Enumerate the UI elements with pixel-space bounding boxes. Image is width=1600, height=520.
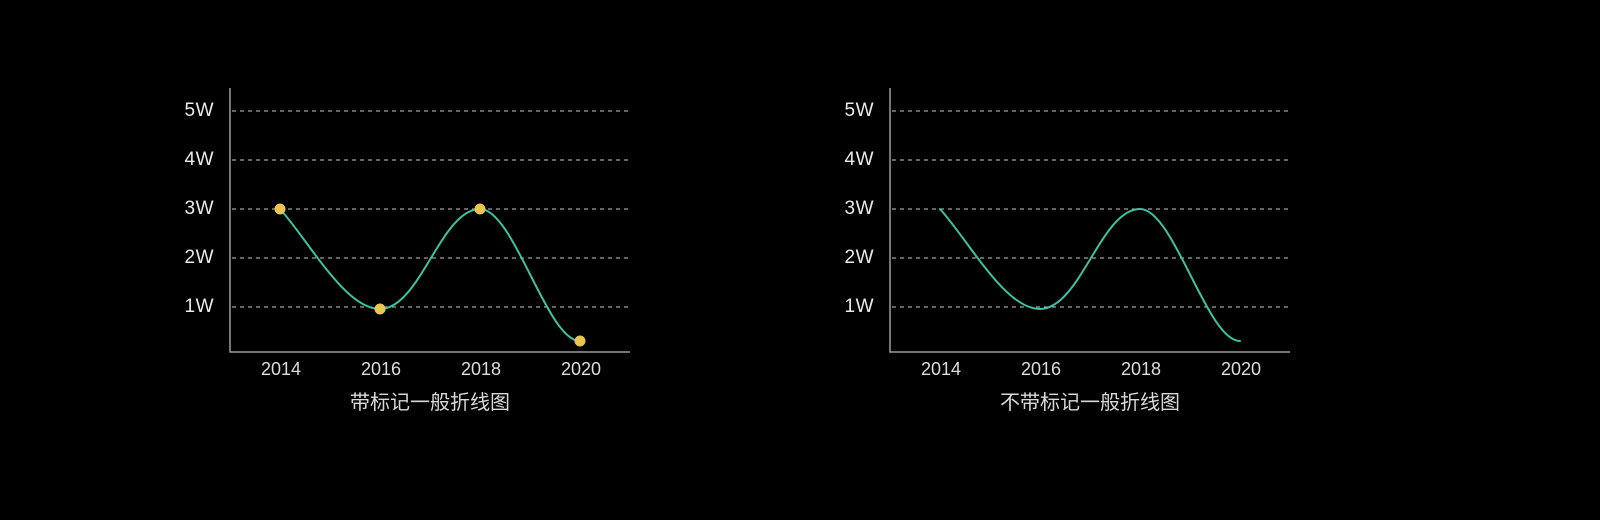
line-series [279, 207, 581, 342]
x-axis-tick-label: 2016 [360, 359, 402, 379]
x-axis-tick-label: 2014 [920, 359, 962, 379]
axis-line [229, 88, 630, 353]
y-axis-tick-label: 2W [184, 247, 214, 268]
y-axis-tick-label: 4W [844, 149, 874, 170]
line-series [939, 207, 1241, 342]
data-point-marker [474, 203, 486, 215]
x-axis-tick-label: 2020 [1220, 359, 1262, 379]
y-axis-tick-label: 1W [184, 296, 214, 317]
x-axis-tick-label: 2016 [1020, 359, 1062, 379]
chart-title: 带标记一般折线图 [350, 392, 510, 414]
x-axis-tick-label: 2020 [560, 359, 602, 379]
x-axis-tick-label: 2018 [1120, 359, 1162, 379]
data-point-marker [374, 303, 386, 315]
y-axis-tick-label: 5W [844, 100, 874, 121]
y-axis-tick-label: 5W [184, 100, 214, 121]
plot-area [229, 88, 630, 353]
y-axis-tick-label: 3W [184, 198, 214, 219]
y-axis-tick-label: 1W [844, 296, 874, 317]
y-axis-tick-label: 2W [844, 247, 874, 268]
x-axis-tick-label: 2018 [460, 359, 502, 379]
data-point-marker [574, 335, 586, 347]
chart-with-markers: 5W 4W 3W 2W 1W 2014 2016 2018 2020 带标记一般… [160, 80, 630, 430]
y-axis-tick-label: 4W [184, 149, 214, 170]
plot-area [889, 88, 1290, 353]
chart-title: 不带标记一般折线图 [1000, 392, 1180, 414]
chart-without-markers: 5W 4W 3W 2W 1W 2014 2016 2018 2020 不带标记一… [820, 80, 1290, 430]
y-axis-tick-label: 3W [844, 198, 874, 219]
x-axis-tick-label: 2014 [260, 359, 302, 379]
data-point-marker [274, 203, 286, 215]
axis-line [889, 88, 1290, 353]
